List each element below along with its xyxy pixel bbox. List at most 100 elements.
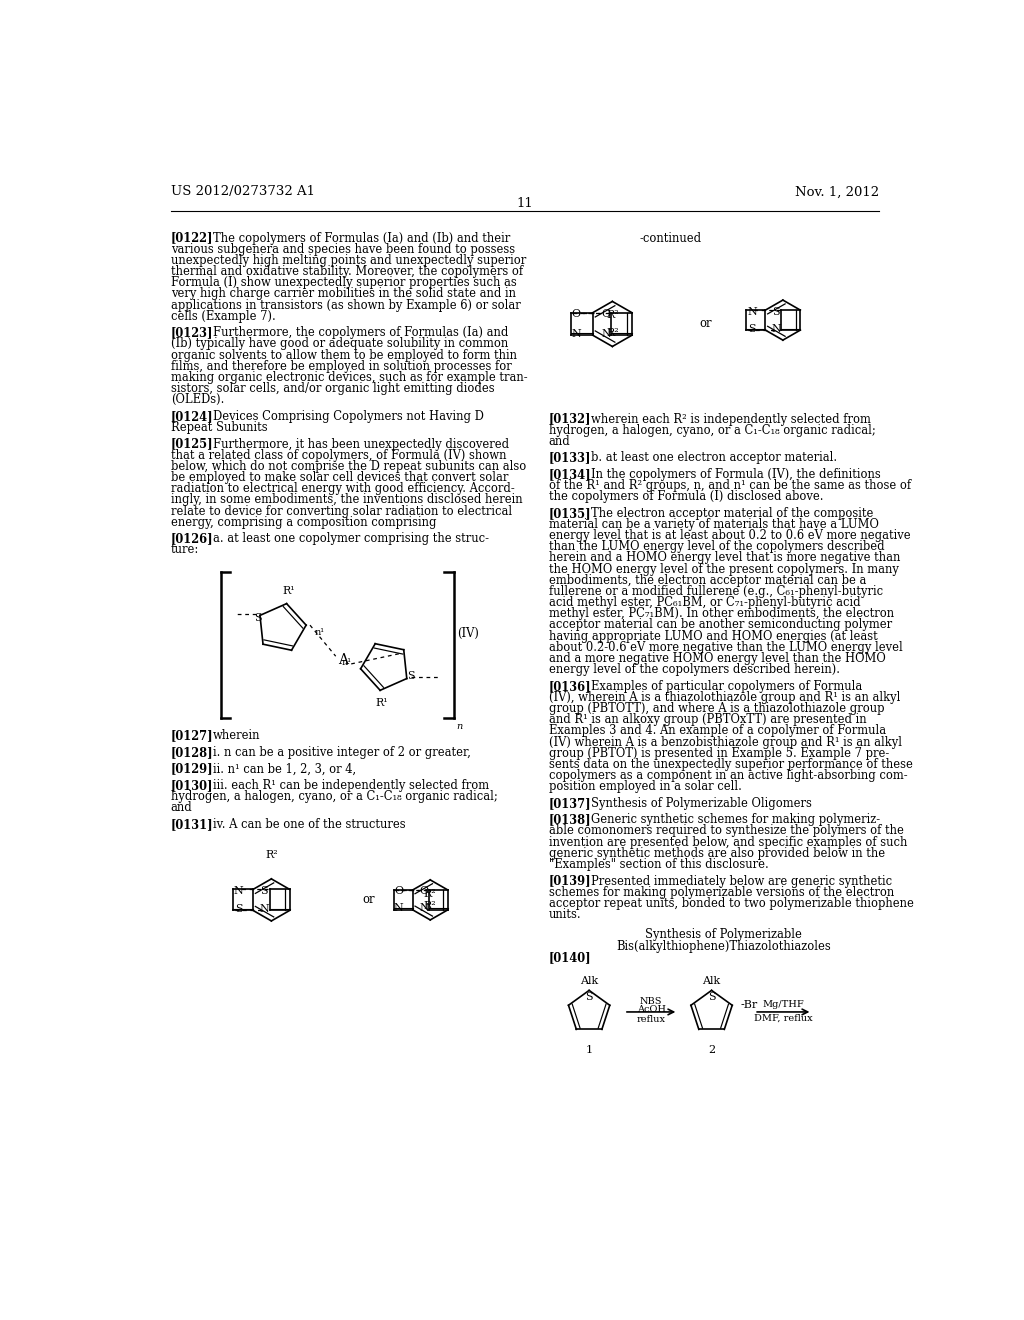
- Text: hydrogen, a halogen, cyano, or a C₁-C₁₈ organic radical;: hydrogen, a halogen, cyano, or a C₁-C₁₈ …: [171, 791, 498, 803]
- Text: [0124]: [0124]: [171, 409, 213, 422]
- Text: various subgenera and species have been found to possess: various subgenera and species have been …: [171, 243, 515, 256]
- Text: i. n can be a positive integer of 2 or greater,: i. n can be a positive integer of 2 or g…: [213, 746, 471, 759]
- Text: n¹: n¹: [315, 628, 326, 638]
- Text: wherein each R² is independently selected from: wherein each R² is independently selecte…: [592, 412, 871, 425]
- Text: S: S: [772, 306, 779, 317]
- Text: O: O: [420, 887, 429, 896]
- Text: [0138]: [0138]: [549, 813, 592, 826]
- Text: thermal and oxidative stability. Moreover, the copolymers of: thermal and oxidative stability. Moreove…: [171, 265, 522, 279]
- Text: R¹: R¹: [375, 698, 388, 708]
- Text: [0131]: [0131]: [171, 818, 213, 830]
- Text: N: N: [233, 886, 244, 896]
- Text: N: N: [771, 323, 780, 334]
- Text: the copolymers of Formula (I) disclosed above.: the copolymers of Formula (I) disclosed …: [549, 490, 823, 503]
- Text: sistors, solar cells, and/or organic light emitting diodes: sistors, solar cells, and/or organic lig…: [171, 381, 495, 395]
- Text: radiation to electrical energy with good efficiency. Accord-: radiation to electrical energy with good…: [171, 482, 514, 495]
- Text: material can be a variety of materials that have a LUMO: material can be a variety of materials t…: [549, 517, 879, 531]
- Text: O: O: [571, 309, 581, 319]
- Text: Examples 3 and 4. An example of a copolymer of Formula: Examples 3 and 4. An example of a copoly…: [549, 725, 886, 738]
- Text: [0128]: [0128]: [171, 746, 213, 759]
- Text: and: and: [171, 801, 193, 814]
- Text: Examples of particular copolymers of Formula: Examples of particular copolymers of For…: [592, 680, 862, 693]
- Text: -continued: -continued: [639, 231, 701, 244]
- Text: and: and: [549, 434, 570, 447]
- Text: N: N: [571, 329, 581, 339]
- Text: about 0.2-0.6 eV more negative than the LUMO energy level: about 0.2-0.6 eV more negative than the …: [549, 640, 902, 653]
- Text: [0127]: [0127]: [171, 730, 213, 742]
- Text: fullerene or a modified fullerene (e.g., C₆₁-phenyl-butyric: fullerene or a modified fullerene (e.g.,…: [549, 585, 883, 598]
- Text: [0132]: [0132]: [549, 412, 591, 425]
- Text: of the R¹ and R² groups, n, and n¹ can be the same as those of: of the R¹ and R² groups, n, and n¹ can b…: [549, 479, 911, 492]
- Text: energy level of the copolymers described herein).: energy level of the copolymers described…: [549, 663, 840, 676]
- Text: organic solvents to allow them to be employed to form thin: organic solvents to allow them to be emp…: [171, 348, 517, 362]
- Text: [0129]: [0129]: [171, 763, 213, 775]
- Text: sents data on the unexpectedly superior performance of these: sents data on the unexpectedly superior …: [549, 758, 912, 771]
- Text: S: S: [749, 323, 756, 334]
- Text: Synthesis of Polymerizable: Synthesis of Polymerizable: [645, 928, 802, 941]
- Text: AcOH: AcOH: [637, 1005, 666, 1014]
- Text: Synthesis of Polymerizable Oligomers: Synthesis of Polymerizable Oligomers: [592, 797, 812, 809]
- Text: The electron acceptor material of the composite: The electron acceptor material of the co…: [592, 507, 873, 520]
- Text: n¹: n¹: [342, 659, 352, 667]
- Text: acceptor material can be another semiconducting polymer: acceptor material can be another semicon…: [549, 619, 892, 631]
- Text: a. at least one copolymer comprising the struc-: a. at least one copolymer comprising the…: [213, 532, 489, 545]
- Text: S: S: [260, 886, 268, 896]
- Text: [0126]: [0126]: [171, 532, 213, 545]
- Text: acid methyl ester, PC₆₁BM, or C₇₁-phenyl-butyric acid: acid methyl ester, PC₆₁BM, or C₇₁-phenyl…: [549, 597, 860, 609]
- Text: Presented immediately below are generic synthetic: Presented immediately below are generic …: [592, 875, 893, 887]
- Text: N: N: [393, 903, 403, 913]
- Text: ture:: ture:: [171, 544, 199, 557]
- Text: N: N: [259, 904, 269, 913]
- Text: [0130]: [0130]: [171, 779, 213, 792]
- Text: DMF, reflux: DMF, reflux: [754, 1014, 813, 1023]
- Text: Repeat Subunits: Repeat Subunits: [171, 421, 267, 434]
- Text: R²: R²: [606, 327, 618, 338]
- Text: [0137]: [0137]: [549, 797, 592, 809]
- Text: ii. n¹ can be 1, 2, 3, or 4,: ii. n¹ can be 1, 2, 3, or 4,: [213, 763, 356, 775]
- Text: relate to device for converting solar radiation to electrical: relate to device for converting solar ra…: [171, 504, 512, 517]
- Text: units.: units.: [549, 908, 582, 921]
- Text: [0136]: [0136]: [549, 680, 592, 693]
- Text: R²: R²: [606, 310, 618, 321]
- Text: Mg/THF: Mg/THF: [763, 999, 804, 1008]
- Text: very high charge carrier mobilities in the solid state and in: very high charge carrier mobilities in t…: [171, 288, 516, 301]
- Text: that a related class of copolymers, of Formula (IV) shown: that a related class of copolymers, of F…: [171, 449, 506, 462]
- Text: Furthermore, it has been unexpectedly discovered: Furthermore, it has been unexpectedly di…: [213, 437, 509, 450]
- Text: Devices Comprising Copolymers not Having D: Devices Comprising Copolymers not Having…: [213, 409, 484, 422]
- Text: [0139]: [0139]: [549, 875, 592, 887]
- Text: making organic electronic devices, such as for example tran-: making organic electronic devices, such …: [171, 371, 527, 384]
- Text: (IV) wherein A is a benzobisthiazole group and R¹ is an alkyl: (IV) wherein A is a benzobisthiazole gro…: [549, 735, 902, 748]
- Text: (IV): (IV): [458, 627, 479, 640]
- Text: US 2012/0273732 A1: US 2012/0273732 A1: [171, 185, 314, 198]
- Text: [0134]: [0134]: [549, 469, 592, 480]
- Text: able comonomers required to synthesize the polymers of the: able comonomers required to synthesize t…: [549, 825, 904, 837]
- Text: herein and a HOMO energy level that is more negative than: herein and a HOMO energy level that is m…: [549, 552, 900, 565]
- Text: R²: R²: [424, 888, 436, 899]
- Text: Furthermore, the copolymers of Formulas (Ia) and: Furthermore, the copolymers of Formulas …: [213, 326, 509, 339]
- Text: group (PBTOTT), and where A is a thiazolothiazole group: group (PBTOTT), and where A is a thiazol…: [549, 702, 885, 715]
- Text: -Br: -Br: [740, 1001, 758, 1010]
- Text: having appropriate LUMO and HOMO energies (at least: having appropriate LUMO and HOMO energie…: [549, 630, 878, 643]
- Text: reflux: reflux: [637, 1015, 666, 1024]
- Text: S: S: [407, 672, 415, 681]
- Text: 2: 2: [708, 1045, 715, 1056]
- Text: [0125]: [0125]: [171, 437, 213, 450]
- Text: generic synthetic methods are also provided below in the: generic synthetic methods are also provi…: [549, 847, 885, 859]
- Text: films, and therefore be employed in solution processes for: films, and therefore be employed in solu…: [171, 360, 511, 372]
- Text: or: or: [362, 894, 375, 907]
- Text: O: O: [601, 309, 610, 319]
- Text: S: S: [234, 904, 243, 913]
- Text: Generic synthetic schemes for making polymeriz-: Generic synthetic schemes for making pol…: [592, 813, 881, 826]
- Text: cells (Example 7).: cells (Example 7).: [171, 310, 275, 322]
- Text: The copolymers of Formulas (Ia) and (Ib) and their: The copolymers of Formulas (Ia) and (Ib)…: [213, 231, 511, 244]
- Text: group (PBTOT) is presented in Example 5. Example 7 pre-: group (PBTOT) is presented in Example 5.…: [549, 747, 889, 760]
- Text: N: N: [601, 329, 611, 339]
- Text: invention are presented below, and specific examples of such: invention are presented below, and speci…: [549, 836, 907, 849]
- Text: R¹: R¹: [283, 586, 296, 595]
- Text: acceptor repeat units, bonded to two polymerizable thiophene: acceptor repeat units, bonded to two pol…: [549, 896, 913, 909]
- Text: A: A: [339, 653, 348, 667]
- Text: below, which do not comprise the D repeat subunits can also: below, which do not comprise the D repea…: [171, 459, 526, 473]
- Text: S: S: [254, 612, 261, 623]
- Text: iii. each R¹ can be independently selected from: iii. each R¹ can be independently select…: [213, 779, 489, 792]
- Text: be employed to make solar cell devices that convert solar: be employed to make solar cell devices t…: [171, 471, 508, 484]
